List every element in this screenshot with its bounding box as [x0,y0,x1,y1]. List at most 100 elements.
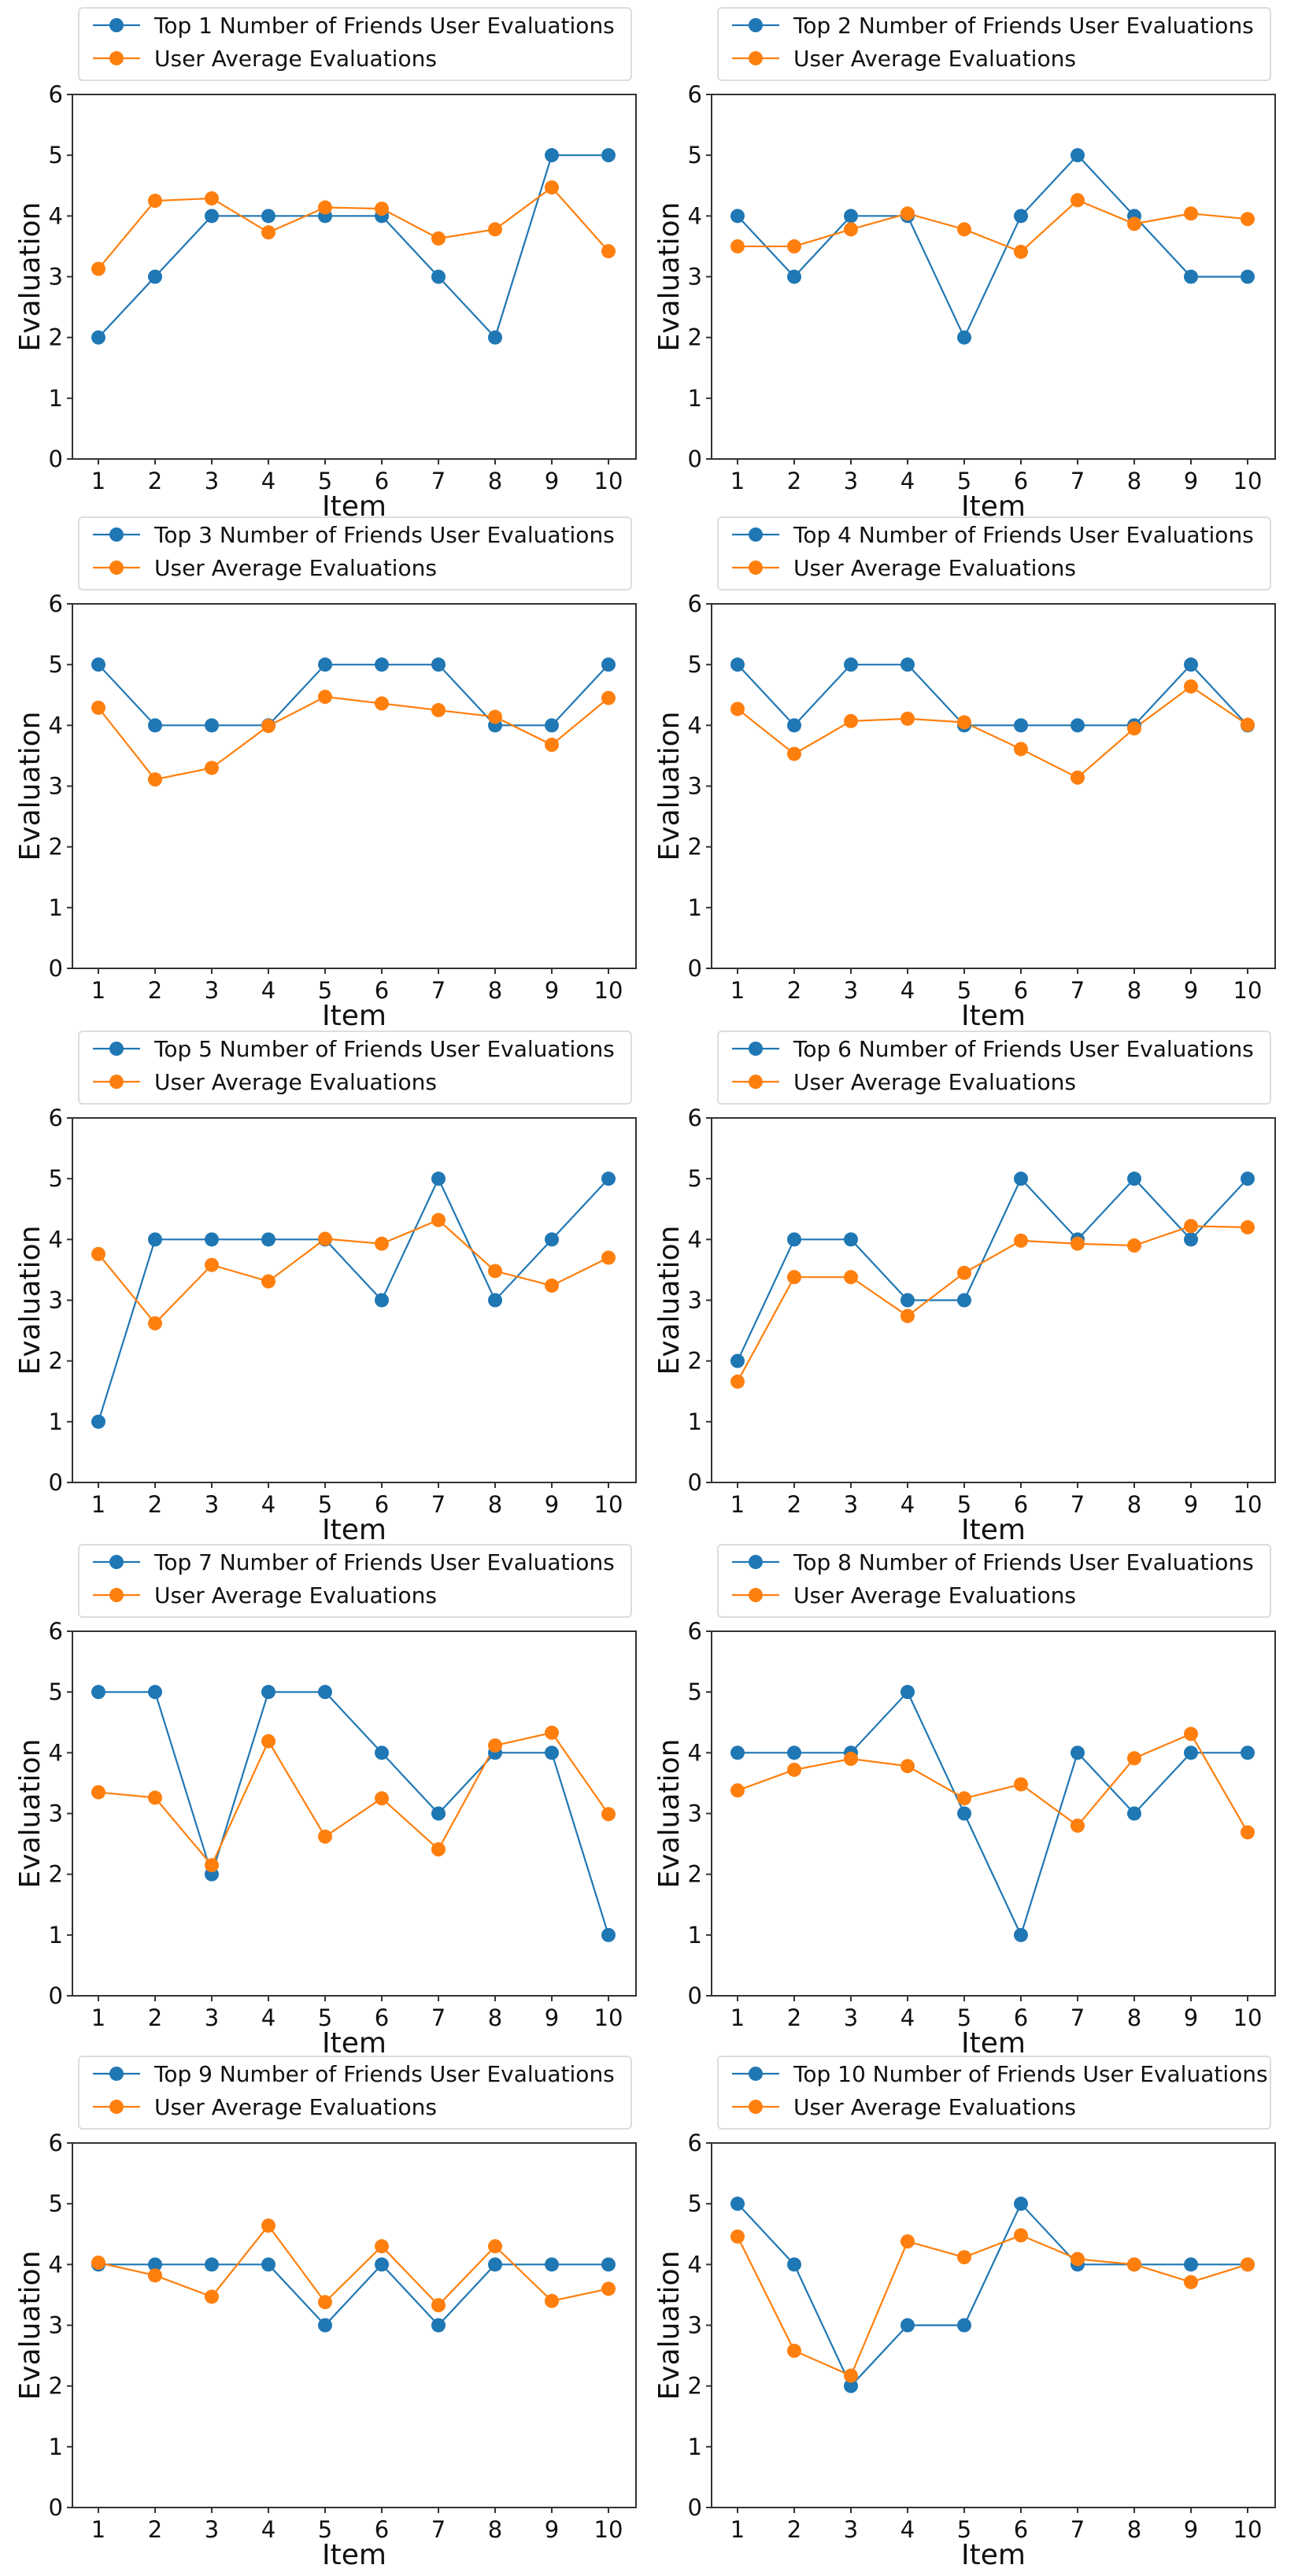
legend-marker [109,2100,124,2114]
data-point-friends [205,2257,219,2272]
data-point-average [1071,193,1085,208]
data-point-average [1071,1236,1085,1251]
data-point-average [318,1829,332,1844]
x-tick-label: 8 [488,2004,502,2031]
data-point-average [787,746,801,761]
data-point-friends [957,330,971,345]
data-point-friends [261,2257,276,2272]
x-tick-label: 8 [488,977,502,1004]
y-tick-label: 6 [688,1105,702,1131]
legend-box [717,7,1271,81]
y-tick-label: 0 [49,1469,63,1496]
data-point-friends [1127,1171,1141,1186]
x-tick-label: 1 [730,468,745,494]
data-point-average [91,1246,105,1261]
data-point-average [488,1738,502,1753]
legend-label: User Average Evaluations [154,555,437,581]
data-point-friends [375,657,389,672]
data-point-average [1241,717,1255,732]
y-tick-label: 5 [49,2190,63,2217]
data-point-friends [431,657,446,672]
data-point-average [488,222,502,237]
data-point-average [844,222,858,237]
x-tick-label: 6 [375,1491,389,1518]
data-point-friends [205,1232,219,1247]
y-tick-label: 2 [688,834,702,861]
data-point-average [261,2218,276,2233]
x-tick-label: 8 [1127,468,1141,494]
data-point-average [1014,1233,1028,1248]
data-point-friends [375,1293,389,1308]
x-tick-label: 4 [261,977,276,1004]
y-tick-label: 1 [688,1922,702,1949]
legend-marker [109,561,124,575]
data-point-friends [900,657,915,672]
x-tick-label: 7 [1071,2516,1085,2543]
x-axis-label: Item [961,2539,1026,2571]
y-tick-label: 0 [688,955,702,982]
x-tick-label: 4 [900,977,915,1004]
series-line-friends [97,1176,609,1423]
data-point-friends [957,1806,971,1821]
x-tick-label: 3 [844,2516,858,2543]
x-tick-label: 4 [900,2516,915,2543]
x-tick-label: 3 [205,468,219,494]
x-tick-label: 9 [1184,2004,1198,2031]
y-tick-label: 6 [688,1618,702,1645]
data-point-friends [545,2257,559,2272]
data-point-friends [261,1685,276,1700]
data-point-average [375,696,389,711]
data-point-average [91,1785,105,1800]
x-tick-label: 10 [594,977,623,1004]
x-tick-label: 3 [205,1491,219,1518]
data-point-friends [957,2318,971,2333]
y-tick-label: 2 [688,324,702,351]
x-tick-label: 2 [787,468,801,494]
data-point-friends [431,269,446,284]
data-point-friends [900,2318,915,2333]
legend-marker [749,1588,763,1602]
series-line-average [98,1731,609,1867]
legend-marker [109,1042,124,1056]
y-tick-label: 4 [688,2251,702,2278]
data-point-average [431,1212,446,1227]
x-tick-label: 2 [148,2516,162,2543]
data-point-friends [91,1685,105,1700]
data-point-average [1184,2274,1198,2289]
y-axis-label: Evaluation [653,1226,686,1375]
legend-label: User Average Evaluations [154,1582,437,1608]
data-point-average [91,261,105,276]
x-tick-label: 3 [844,2004,858,2031]
y-tick-label: 2 [688,1348,702,1375]
data-point-average [1241,212,1255,227]
subplot-4: 0 1 2 3 4 5 6 1 2 3 4 5 6 7 8 9 10 Item Evaluation Top 4 Nu… [639,516,1292,1032]
y-tick-label: 4 [49,1739,63,1766]
y-tick-label: 2 [49,2373,63,2400]
subplot-svg: 0 1 2 3 4 5 6 1 2 3 4 5 6 7 8 9 10 Item Evaluation Top 10 N… [653,2056,1276,2571]
data-point-average [730,239,745,254]
data-point-friends [375,1745,389,1760]
data-point-average [1127,2257,1141,2272]
y-axis-label: Evaluation [14,712,46,861]
subplot-7: 0 1 2 3 4 5 6 1 2 3 4 5 6 7 8 9 10 Item Evaluation Top 7 Nu… [0,1544,653,2060]
data-point-average [205,1257,219,1272]
data-point-average [91,2256,105,2271]
data-point-average [900,206,915,221]
subplot-svg: 0 1 2 3 4 5 6 1 2 3 4 5 6 7 8 9 10 Item Evaluation Top 6 Nu… [653,1031,1276,1546]
legend-label: Top 10 Number of Friends User Evaluation… [793,2061,1268,2087]
x-tick-label: 7 [431,2516,446,2543]
data-point-friends [1014,209,1028,224]
data-point-friends [318,2318,332,2333]
data-point-average [431,1842,446,1857]
data-point-friends [957,1293,971,1308]
x-tick-label: 7 [1071,1491,1085,1518]
y-tick-label: 2 [49,1861,63,1888]
x-tick-label: 7 [431,1491,446,1518]
data-point-average [730,2229,745,2244]
x-tick-label: 1 [730,977,745,1004]
data-point-average [148,2268,162,2283]
data-point-average [844,713,858,728]
series-line-friends [738,1690,1248,1938]
y-tick-label: 3 [49,2312,63,2339]
data-point-friends [318,1685,332,1700]
